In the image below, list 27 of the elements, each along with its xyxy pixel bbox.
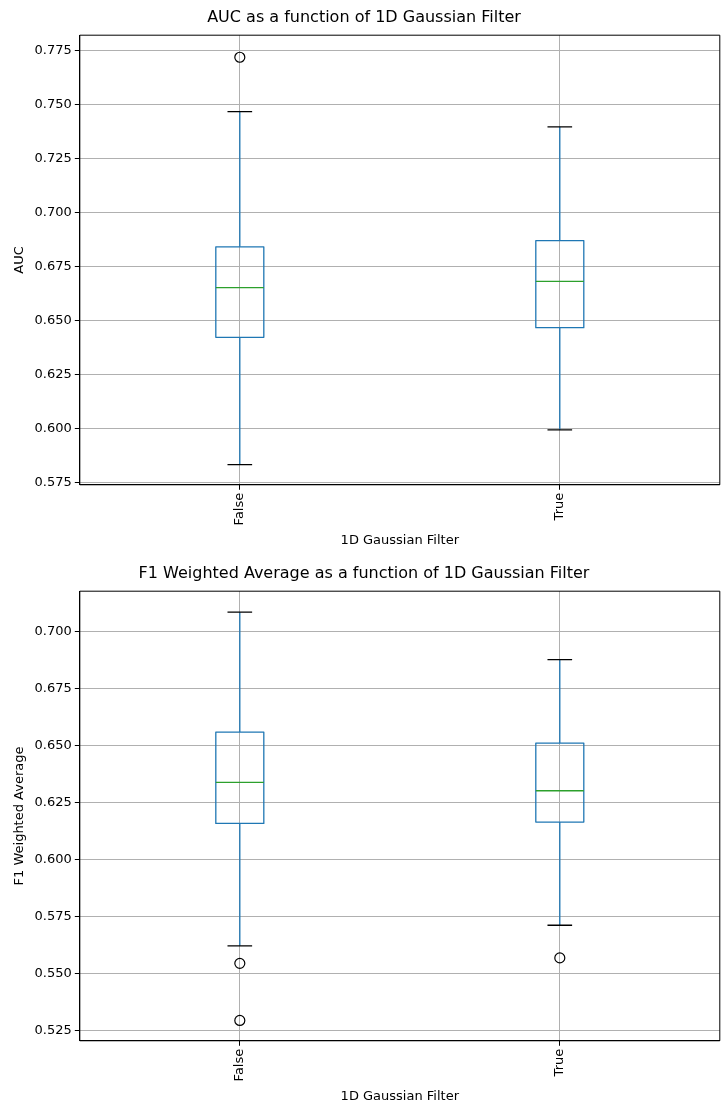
y-axis-title: AUC: [11, 246, 27, 274]
y-tick-label: 0.650: [34, 736, 72, 752]
y-tick-label: 0.725: [34, 149, 72, 165]
y-tick-label: 0.675: [34, 679, 72, 695]
y-tick-label: 0.775: [34, 41, 72, 57]
y-tick-label: 0.575: [34, 473, 72, 489]
y-tick-label: 0.625: [34, 365, 72, 381]
x-tick-label: True: [551, 1048, 567, 1078]
x-axis-title: 1D Gaussian Filter: [340, 531, 460, 547]
x-tick-label: True: [551, 492, 567, 522]
y-tick-label: 0.525: [34, 1022, 72, 1038]
chart-title: AUC as a function of 1D Gaussian Filter: [207, 6, 522, 26]
y-tick-label: 0.550: [34, 965, 72, 981]
y-tick-label: 0.575: [34, 908, 72, 924]
y-tick-label: 0.700: [34, 203, 72, 219]
y-tick-label: 0.675: [34, 257, 72, 273]
y-tick-label: 0.600: [34, 419, 72, 435]
x-tick-label: False: [231, 1048, 247, 1082]
x-axis-title: 1D Gaussian Filter: [340, 1087, 460, 1103]
x-tick-label: False: [231, 492, 247, 526]
y-tick-label: 0.700: [34, 622, 72, 638]
y-tick-label: 0.600: [34, 851, 72, 867]
y-axis-title: F1 Weighted Average: [11, 746, 27, 886]
chart-title: F1 Weighted Average as a function of 1D Gaussian Filter: [138, 562, 590, 582]
y-tick-label: 0.625: [34, 794, 72, 809]
y-tick-label: 0.750: [34, 95, 72, 111]
y-tick-label: 0.650: [34, 311, 72, 327]
